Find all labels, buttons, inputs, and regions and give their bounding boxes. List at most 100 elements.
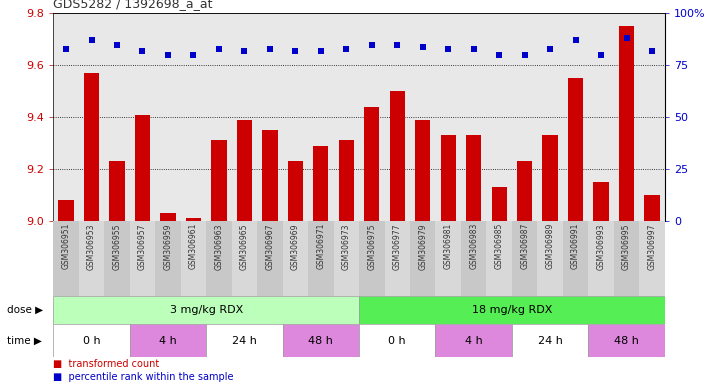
Bar — [53, 296, 359, 324]
Bar — [58, 200, 74, 221]
Text: GSM306993: GSM306993 — [597, 223, 606, 270]
Bar — [563, 221, 589, 296]
Bar — [155, 221, 181, 296]
Point — [86, 37, 97, 43]
Text: GSM306959: GSM306959 — [164, 223, 173, 270]
Bar — [186, 218, 201, 221]
Text: ■  percentile rank within the sample: ■ percentile rank within the sample — [53, 372, 234, 382]
Bar — [512, 221, 538, 296]
Text: GSM306961: GSM306961 — [189, 223, 198, 270]
Bar — [385, 221, 410, 296]
Point — [315, 48, 326, 54]
Bar — [589, 221, 614, 296]
Text: 3 mg/kg RDX: 3 mg/kg RDX — [169, 305, 243, 315]
Text: 48 h: 48 h — [309, 336, 333, 346]
Text: GSM306969: GSM306969 — [291, 223, 300, 270]
Point — [341, 46, 352, 52]
Bar — [232, 221, 257, 296]
Bar — [206, 324, 283, 357]
Bar — [486, 221, 512, 296]
Point — [468, 46, 479, 52]
Text: GSM306967: GSM306967 — [265, 223, 274, 270]
Bar — [109, 161, 124, 221]
Bar — [359, 324, 435, 357]
Point — [264, 46, 276, 52]
Point — [392, 41, 403, 48]
Text: 24 h: 24 h — [232, 336, 257, 346]
Bar — [435, 221, 461, 296]
Text: 4 h: 4 h — [159, 336, 177, 346]
Bar — [257, 221, 283, 296]
Bar — [415, 120, 430, 221]
Bar — [364, 107, 380, 221]
Text: GSM306995: GSM306995 — [622, 223, 631, 270]
Point — [112, 41, 123, 48]
Bar — [461, 221, 486, 296]
Text: GSM306975: GSM306975 — [368, 223, 376, 270]
Bar — [211, 141, 227, 221]
Point — [137, 48, 148, 54]
Bar — [538, 221, 563, 296]
Bar — [542, 135, 557, 221]
Bar — [441, 135, 456, 221]
Text: ■  transformed count: ■ transformed count — [53, 359, 159, 369]
Point — [289, 48, 301, 54]
Text: GSM306985: GSM306985 — [495, 223, 503, 270]
Bar — [338, 141, 354, 221]
Bar — [313, 146, 328, 221]
Text: GSM306963: GSM306963 — [215, 223, 223, 270]
Bar — [410, 221, 435, 296]
Bar — [283, 221, 308, 296]
Point — [417, 43, 429, 50]
Bar — [568, 78, 583, 221]
Bar — [129, 324, 206, 357]
Point — [239, 48, 250, 54]
Bar — [517, 161, 533, 221]
Text: GSM306983: GSM306983 — [469, 223, 479, 270]
Text: GSM306951: GSM306951 — [62, 223, 70, 270]
Bar — [308, 221, 333, 296]
Text: time ▶: time ▶ — [7, 336, 42, 346]
Bar — [512, 324, 589, 357]
Text: 48 h: 48 h — [614, 336, 639, 346]
Point — [162, 52, 173, 58]
Bar — [135, 114, 150, 221]
Text: GSM306987: GSM306987 — [520, 223, 529, 270]
Point — [646, 48, 658, 54]
Bar — [53, 221, 79, 296]
Text: GSM306979: GSM306979 — [418, 223, 427, 270]
Point — [493, 52, 505, 58]
Text: GSM306989: GSM306989 — [545, 223, 555, 270]
Text: GSM306953: GSM306953 — [87, 223, 96, 270]
Bar — [181, 221, 206, 296]
Point — [595, 52, 606, 58]
Bar — [129, 221, 155, 296]
Bar — [53, 324, 129, 357]
Text: GSM306997: GSM306997 — [648, 223, 656, 270]
Bar — [333, 221, 359, 296]
Bar — [283, 324, 359, 357]
Text: dose ▶: dose ▶ — [7, 305, 43, 315]
Point — [519, 52, 530, 58]
Bar — [161, 213, 176, 221]
Point — [213, 46, 225, 52]
Text: GSM306971: GSM306971 — [316, 223, 326, 270]
Point — [570, 37, 582, 43]
Point — [188, 52, 199, 58]
Text: GDS5282 / 1392698_a_at: GDS5282 / 1392698_a_at — [53, 0, 213, 10]
Point — [442, 46, 454, 52]
Bar — [639, 221, 665, 296]
Text: 18 mg/kg RDX: 18 mg/kg RDX — [471, 305, 552, 315]
Text: GSM306955: GSM306955 — [112, 223, 122, 270]
Bar — [435, 324, 512, 357]
Bar — [206, 221, 232, 296]
Bar — [619, 26, 634, 221]
Bar — [614, 221, 639, 296]
Bar — [466, 135, 481, 221]
Bar — [84, 73, 99, 221]
Text: 4 h: 4 h — [465, 336, 483, 346]
Text: GSM306981: GSM306981 — [444, 223, 453, 269]
Text: 24 h: 24 h — [538, 336, 562, 346]
Bar — [288, 161, 303, 221]
Point — [545, 46, 556, 52]
